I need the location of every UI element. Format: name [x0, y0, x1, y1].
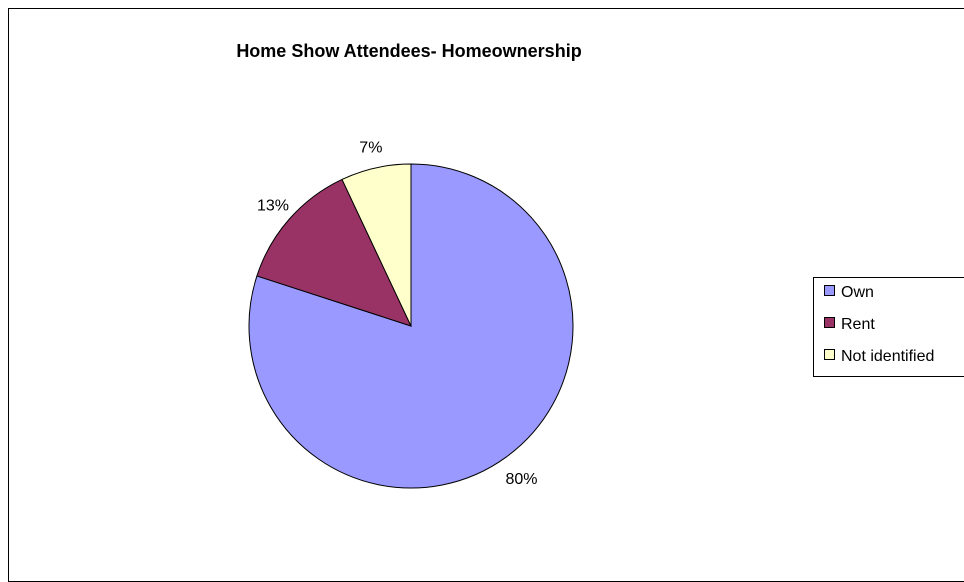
pie-label-not-identified: 7%: [359, 139, 382, 156]
legend-swatch-own: [824, 285, 835, 296]
chart-legend: Own Rent Not identified: [813, 277, 964, 377]
legend-label-rent: Rent: [841, 316, 875, 333]
legend-label-own: Own: [841, 284, 874, 301]
pie-label-rent: 13%: [257, 197, 289, 214]
legend-item-not-identified: Not identified: [824, 348, 934, 368]
legend-label-not-identified: Not identified: [841, 348, 934, 365]
legend-item-rent: Rent: [824, 316, 875, 336]
legend-item-own: Own: [824, 284, 874, 304]
pie-label-own: 80%: [505, 471, 537, 488]
legend-swatch-rent: [824, 317, 835, 328]
legend-swatch-not-identified: [824, 349, 835, 360]
